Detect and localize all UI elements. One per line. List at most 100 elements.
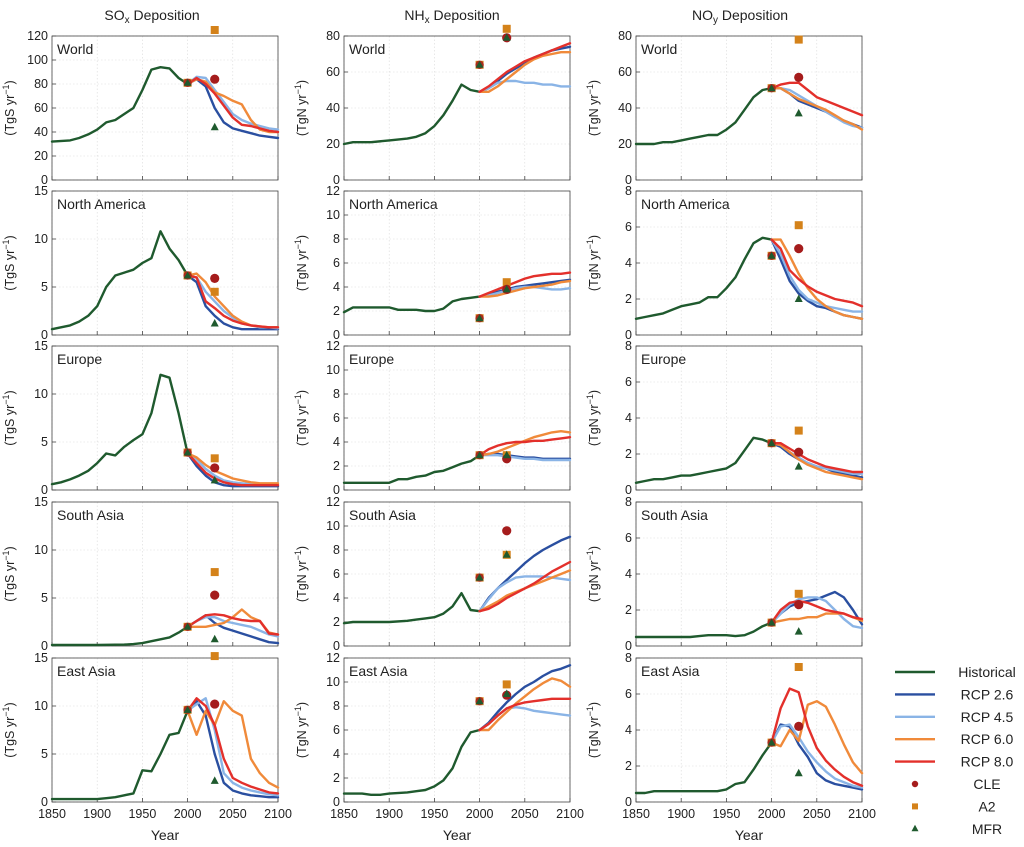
panel-europe-0: 0 5 10 15 (TgS yr−1) Europe	[1, 339, 280, 497]
y-tick-label: 15	[34, 651, 48, 665]
y-tick-label: 8	[625, 651, 632, 665]
y-tick-label: 8	[625, 339, 632, 353]
region-label: World	[57, 41, 93, 57]
marker-cle	[210, 273, 220, 283]
region-label: World	[349, 41, 385, 57]
y-tick-label: 4	[333, 435, 340, 449]
series-line-rcp-8-0	[770, 238, 864, 308]
y-tick-label: 4	[625, 723, 632, 737]
marker-mfr	[794, 294, 803, 302]
x-axis-label: Year	[735, 827, 764, 843]
panel-world-0: 0 20 40 60 80 100 120 (TgS yr−1) World	[1, 26, 280, 187]
y-tick-label: 8	[333, 699, 340, 713]
x-tick-label: 1850	[38, 807, 66, 821]
marker-mfr-2000	[183, 271, 192, 279]
y-tick-label: 8	[333, 387, 340, 401]
y-tick-label: 120	[27, 29, 48, 43]
series-line-historical	[342, 592, 481, 625]
x-tick-label: 2050	[803, 807, 831, 821]
marker-mfr	[794, 627, 803, 635]
x-tick-label: 2000	[466, 807, 494, 821]
y-tick-label: 6	[333, 411, 340, 425]
marker-a2	[210, 454, 219, 463]
column-title-nhx: NHx Deposition	[404, 7, 499, 26]
y-tick-label: 6	[333, 256, 340, 270]
y-tick-label: 10	[34, 387, 48, 401]
y-tick-label: 10	[34, 699, 48, 713]
x-tick-label: 1900	[667, 807, 695, 821]
marker-cle	[210, 590, 220, 600]
y-tick-label: 10	[34, 543, 48, 557]
x-tick-label: 2000	[174, 807, 202, 821]
y-tick-label: 0	[41, 795, 48, 809]
region-label: East Asia	[349, 663, 408, 679]
legend-label: RCP 6.0	[961, 731, 1014, 747]
marker-mfr	[794, 768, 803, 777]
marker-mfr-2000	[767, 618, 776, 626]
y-tick-label: 12	[326, 339, 340, 353]
x-tick-label: 2100	[556, 807, 584, 821]
y-tick-label: 2	[625, 603, 632, 617]
series-line-historical	[634, 741, 773, 795]
series-line-rcp-4-5	[478, 575, 572, 613]
series-line-rcp-4-5	[186, 697, 280, 797]
legend-item-a2: A2	[912, 798, 996, 814]
y-tick-label: 2	[333, 459, 340, 473]
legend-swatch	[911, 824, 919, 832]
y-tick-label: 0	[333, 795, 340, 809]
y-axis-label: (TgS yr−1)	[1, 702, 17, 757]
y-tick-label: 4	[625, 256, 632, 270]
y-tick-label: 15	[34, 184, 48, 198]
series-line-rcp-6-0	[478, 51, 572, 93]
y-axis-label: (TgS yr−1)	[1, 546, 17, 601]
y-tick-label: 2	[333, 615, 340, 629]
y-tick-label: 10	[326, 519, 340, 533]
marker-mfr-2000	[475, 697, 484, 705]
y-tick-label: 60	[326, 65, 340, 79]
series-line-historical	[634, 87, 773, 146]
series-line-rcp-4-5	[478, 79, 572, 93]
legend-item-rcp-2-6: RCP 2.6	[895, 686, 1014, 702]
y-tick-label: 4	[625, 411, 632, 425]
panel-world-2: 0 20 40 60 80 (TgN yr−1) World	[585, 29, 864, 187]
y-tick-label: 0	[625, 173, 632, 187]
y-tick-label: 12	[326, 651, 340, 665]
x-tick-label: 1950	[712, 807, 740, 821]
x-axis-label: Year	[151, 827, 180, 843]
marker-a2	[794, 35, 803, 44]
x-tick-label: 2000	[758, 807, 786, 821]
legend-label: RCP 8.0	[961, 754, 1014, 770]
y-tick-label: 6	[625, 687, 632, 701]
series-line-rcp-2-6	[186, 274, 280, 331]
series-line-rcp-8-0	[186, 613, 280, 636]
x-tick-label: 2050	[511, 807, 539, 821]
legend-item-historical: Historical	[895, 664, 1016, 680]
y-tick-label: 10	[326, 675, 340, 689]
y-axis-label: (TgN yr−1)	[585, 546, 601, 602]
series-line-rcp-6-0	[186, 452, 280, 485]
panel-east-asia-1: 0 2 4 6 8 10 12 1850 1900 1950 2000 2050 2100 (TgN yr…	[293, 651, 584, 821]
y-tick-label: 10	[326, 208, 340, 222]
marker-mfr	[210, 475, 219, 484]
series-line-historical	[342, 295, 481, 314]
y-tick-label: 8	[625, 495, 632, 509]
legend-item-cle: CLE	[911, 776, 1001, 792]
y-tick-label: 4	[333, 591, 340, 605]
series-line-historical	[342, 83, 481, 146]
x-tick-label: 2050	[219, 807, 247, 821]
y-tick-label: 0	[625, 328, 632, 342]
series-line-rcp-8-0	[770, 442, 864, 474]
marker-a2	[794, 663, 803, 671]
legend-label: CLE	[973, 776, 1000, 792]
series-line-historical	[50, 230, 189, 331]
marker-mfr-2000	[767, 84, 776, 92]
y-tick-label: 6	[333, 567, 340, 581]
legend-item-rcp-8-0: RCP 8.0	[895, 754, 1014, 770]
marker-mfr	[210, 776, 219, 784]
series-line-rcp-8-0	[478, 697, 572, 732]
region-label: North America	[349, 196, 438, 212]
y-tick-label: 4	[625, 567, 632, 581]
marker-mfr	[502, 33, 511, 41]
marker-mfr	[794, 462, 803, 470]
series-line-historical	[634, 621, 773, 639]
